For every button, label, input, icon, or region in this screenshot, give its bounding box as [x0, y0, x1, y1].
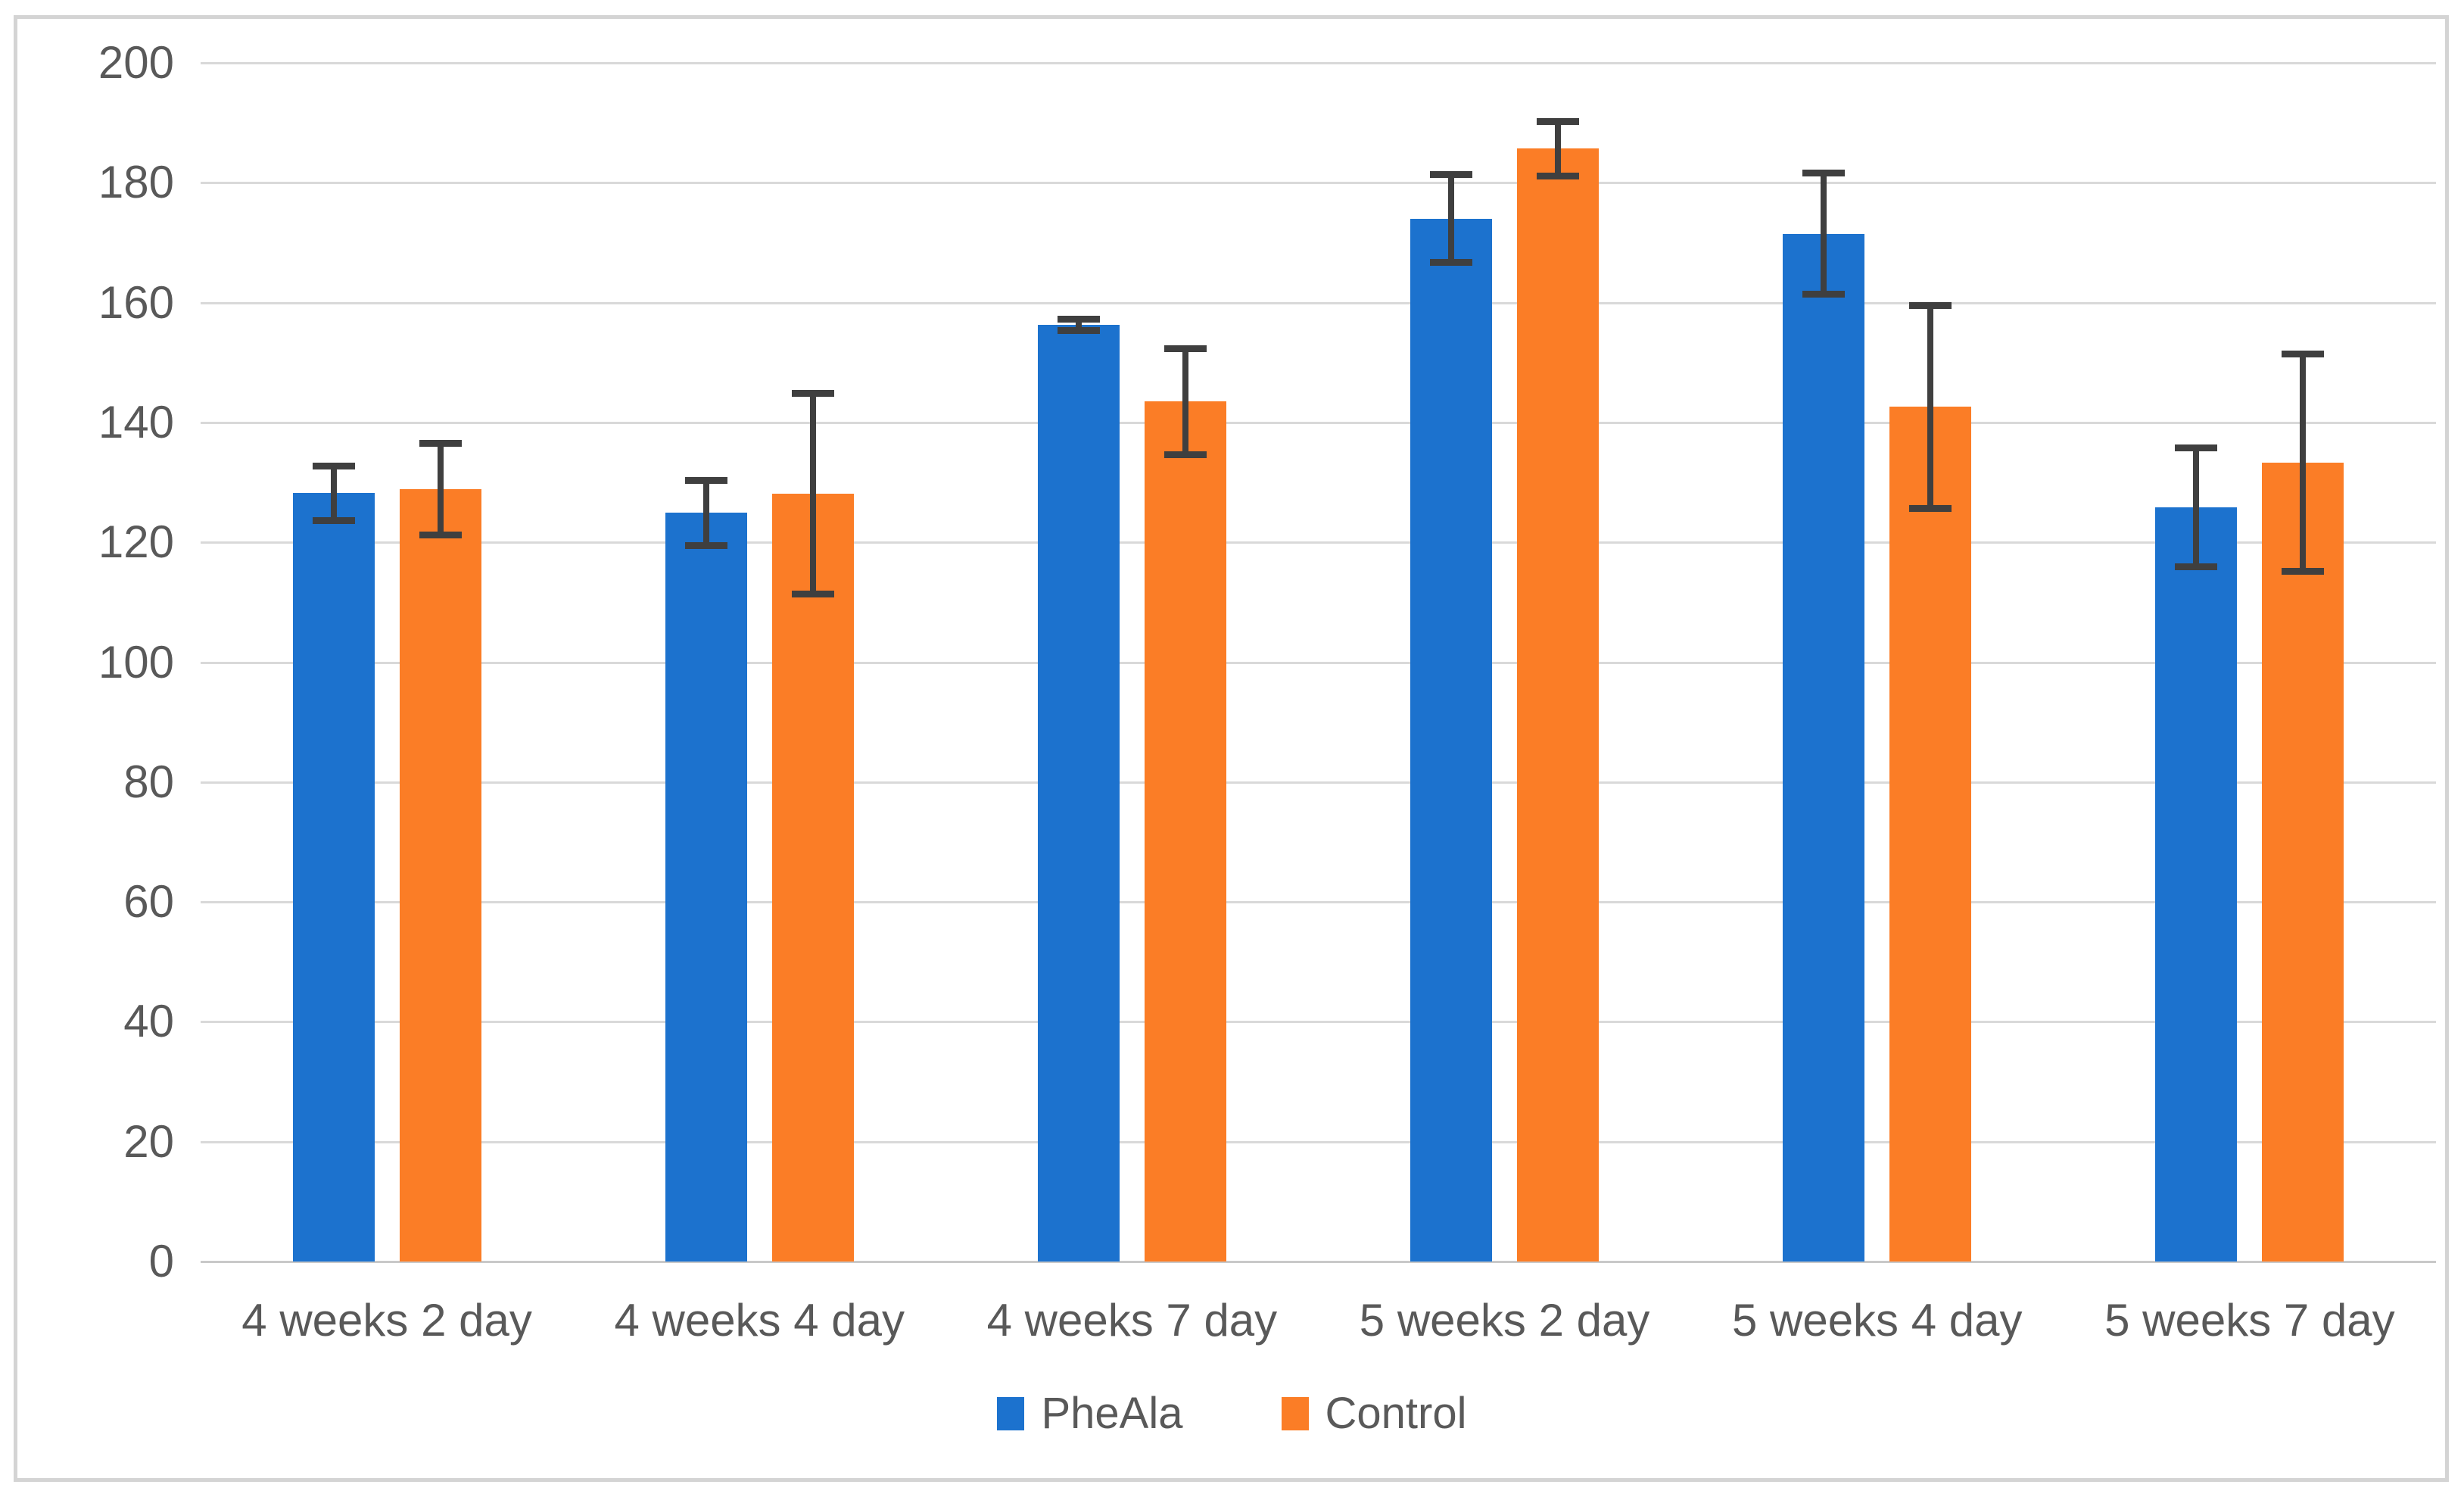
gridline [201, 421, 2436, 424]
bar-control-5-weeks-4-day [1889, 407, 1972, 1262]
error-bar-control-5-weeks-2-day [1555, 120, 1562, 176]
legend-item-pheala: PheAla [997, 1389, 1183, 1438]
bar-pheala-4-weeks-7-day [1037, 324, 1120, 1262]
error-bar-pheala-5-weeks-7-day [2193, 448, 2200, 568]
error-bar-control-5-weeks-7-day [2300, 353, 2307, 572]
error-bar-bottom-cap [791, 591, 834, 598]
bar-pheala-5-weeks-7-day [2155, 507, 2238, 1262]
error-bar-top-cap [2175, 444, 2218, 452]
error-bar-top-cap [684, 476, 727, 484]
error-bar-control-4-weeks-7-day [1182, 348, 1188, 455]
gridline [201, 781, 2436, 784]
gridline [201, 1021, 2436, 1024]
error-bar-pheala-5-weeks-2-day [1448, 174, 1455, 264]
error-bar-bottom-cap [1537, 172, 1580, 179]
gridline [201, 901, 2436, 904]
gridline [201, 541, 2436, 544]
gridline [201, 1140, 2436, 1143]
y-tick-label: 160 [98, 276, 174, 328]
error-bar-pheala-4-weeks-4-day [702, 479, 709, 546]
x-axis-label-4-weeks-4-day: 4 weeks 4 day [614, 1295, 905, 1346]
y-tick-label: 120 [98, 516, 174, 568]
y-tick-label: 0 [148, 1236, 174, 1287]
error-bar-top-cap [1057, 315, 1100, 323]
bar-control-5-weeks-7-day [2262, 462, 2344, 1262]
legend-label-pheala: PheAla [1041, 1389, 1183, 1438]
error-bar-bottom-cap [684, 541, 727, 549]
error-bar-top-cap [2282, 350, 2325, 357]
error-bar-pheala-4-weeks-7-day [1075, 318, 1082, 331]
bar-pheala-5-weeks-4-day [1783, 233, 1865, 1262]
bar-control-4-weeks-4-day [771, 494, 854, 1262]
error-bar-pheala-5-weeks-4-day [1821, 172, 1827, 295]
error-bar-top-cap [1163, 345, 1207, 352]
legend: PheAla Control [0, 1392, 2464, 1436]
bar-pheala-4-weeks-4-day [665, 513, 747, 1262]
bar-control-5-weeks-2-day [1517, 148, 1600, 1262]
error-bar-control-5-weeks-4-day [1927, 304, 1934, 509]
error-bar-top-cap [1537, 117, 1580, 125]
y-tick-label: 140 [98, 396, 174, 448]
error-bar-top-cap [1909, 301, 1952, 309]
gridline [201, 661, 2436, 664]
error-bar-bottom-cap [1430, 259, 1473, 267]
y-tick-label: 180 [98, 157, 174, 208]
error-bar-top-cap [1802, 169, 1846, 176]
bar-pheala-5-weeks-2-day [1410, 218, 1493, 1262]
gridline [201, 182, 2436, 185]
error-bar-control-4-weeks-2-day [437, 442, 444, 535]
x-axis-label-5-weeks-7-day: 5 weeks 7 day [2104, 1295, 2395, 1346]
legend-item-control: Control [1281, 1389, 1467, 1438]
bar-control-4-weeks-2-day [399, 488, 481, 1262]
error-bar-bottom-cap [419, 531, 462, 538]
error-bar-bottom-cap [2282, 567, 2325, 575]
error-bar-bottom-cap [1909, 504, 1952, 512]
y-tick-label: 200 [98, 37, 174, 88]
error-bar-bottom-cap [1163, 451, 1207, 458]
x-axis-line [201, 1261, 2436, 1263]
bar-pheala-4-weeks-2-day [292, 493, 375, 1262]
bar-control-4-weeks-7-day [1144, 401, 1226, 1262]
error-bar-bottom-cap [2175, 563, 2218, 571]
y-tick-label: 20 [123, 1115, 174, 1167]
error-bar-top-cap [312, 462, 355, 469]
legend-swatch-pheala [997, 1397, 1025, 1430]
error-bar-pheala-4-weeks-2-day [330, 465, 337, 521]
x-axis-label-5-weeks-2-day: 5 weeks 2 day [1359, 1295, 1650, 1346]
error-bar-bottom-cap [312, 516, 355, 524]
error-bar-top-cap [791, 390, 834, 398]
error-bar-bottom-cap [1057, 326, 1100, 334]
legend-label-control: Control [1325, 1389, 1467, 1438]
x-axis-label-4-weeks-7-day: 4 weeks 7 day [986, 1295, 1278, 1346]
legend-swatch-control [1281, 1397, 1309, 1430]
y-tick-label: 40 [123, 996, 174, 1047]
y-tick-label: 80 [123, 756, 174, 807]
y-tick-label: 100 [98, 636, 174, 688]
error-bar-control-4-weeks-4-day [809, 393, 816, 595]
x-axis-label-4-weeks-2-day: 4 weeks 2 day [241, 1295, 532, 1346]
y-tick-label: 60 [123, 876, 174, 928]
gridline [201, 301, 2436, 304]
x-axis-label-5-weeks-4-day: 5 weeks 4 day [1731, 1295, 2023, 1346]
gridline [201, 62, 2436, 64]
error-bar-top-cap [419, 439, 462, 447]
error-bar-bottom-cap [1802, 291, 1846, 298]
error-bar-top-cap [1430, 171, 1473, 179]
